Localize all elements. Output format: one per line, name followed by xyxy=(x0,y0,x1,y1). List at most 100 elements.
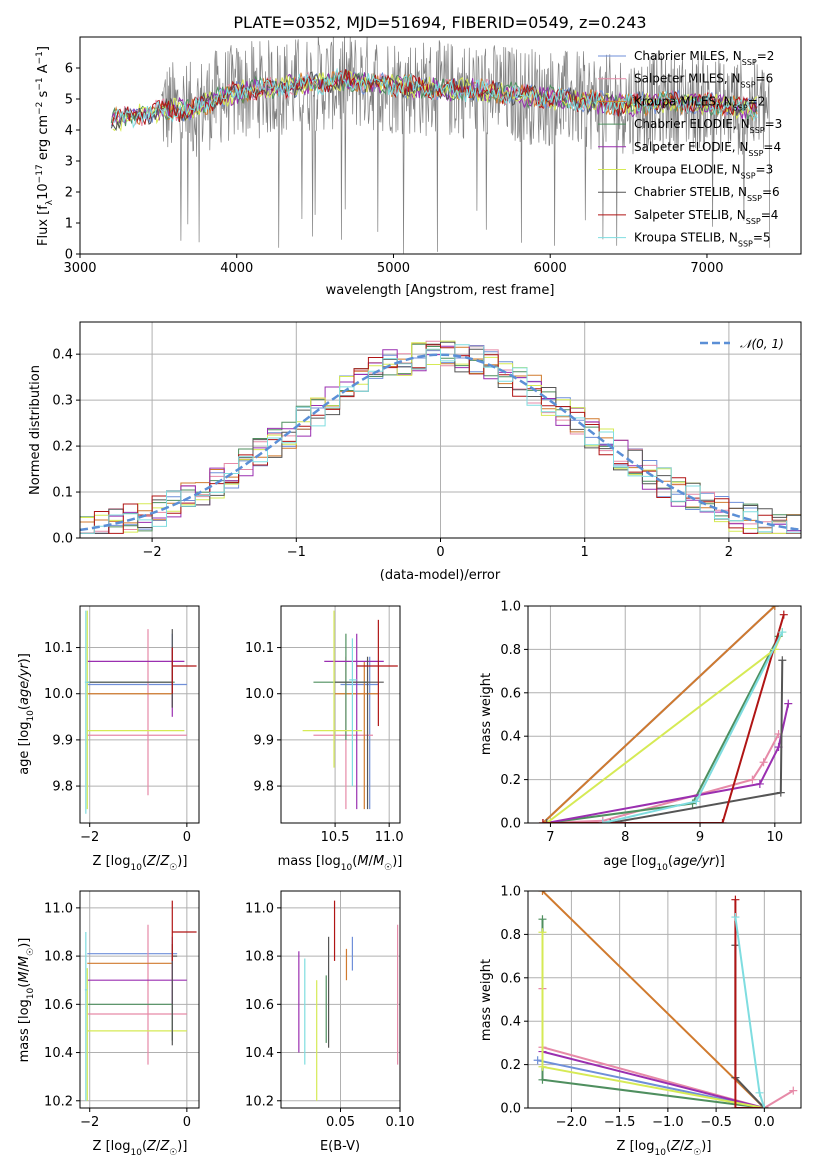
x-tick-label: 5000 xyxy=(377,261,410,276)
x-tick-label: 0.0 xyxy=(754,1115,775,1130)
legend-label: Salpeter MILES, NSSP=6 xyxy=(634,72,773,90)
y-tick-label: 10.4 xyxy=(44,1046,73,1061)
spectrum-title: PLATE=0352, MJD=51694, FIBERID=0549, z=0… xyxy=(233,13,646,32)
y-tick-label: 0.0 xyxy=(500,817,521,832)
weight-marker xyxy=(789,1086,798,1095)
y-tick-label: 10.6 xyxy=(245,998,274,1013)
weight-line-chabrier-elodie xyxy=(546,635,780,823)
legend-label: 𝒩(0, 1) xyxy=(740,337,784,351)
x-tick-label: −2 xyxy=(80,1115,99,1130)
y-tick-label: 0.8 xyxy=(500,928,521,943)
plot-area-mass_vs_Z xyxy=(80,891,199,1108)
x-tick-label: 4000 xyxy=(220,261,253,276)
xlabel-weight_vs_age: age [log10(age/yr)] xyxy=(603,854,725,873)
weight-marker xyxy=(748,775,757,784)
axes-frame xyxy=(79,890,200,1109)
weight-marker xyxy=(598,819,607,823)
y-tick-label: 0 xyxy=(65,248,73,263)
x-tick-label: 1 xyxy=(581,545,589,560)
normal-curve xyxy=(80,353,801,532)
model-spectrum-kroupa-stelib xyxy=(112,67,758,129)
y-tick-label: 10.8 xyxy=(245,950,274,965)
y-tick-label: 10.0 xyxy=(44,687,73,702)
x-tick-label: −0.5 xyxy=(700,1115,732,1130)
plot-area-age_vs_Z xyxy=(80,606,199,823)
weight-line-kroupa-miles xyxy=(542,606,776,823)
x-tick-label: 0 xyxy=(436,545,444,560)
legend-label: Salpeter STELIB, NSSP=4 xyxy=(634,208,778,226)
x-tick-label: 0.10 xyxy=(386,1115,415,1130)
x-tick-label: −2.0 xyxy=(556,1115,588,1130)
x-tick-label: 3000 xyxy=(63,261,96,276)
xlabel-weight_vs_Z: Z [log10(Z/Z☉)] xyxy=(617,1139,712,1158)
weight-marker xyxy=(770,606,779,610)
y-tick-label: 10.1 xyxy=(245,641,274,656)
residual-ylabel: Normed distribution xyxy=(28,365,43,495)
xlabel-mass_vs_EBV: E(B-V) xyxy=(320,1139,360,1154)
y-tick-label: 1.0 xyxy=(500,885,521,900)
weight-line-kroupa-elodie xyxy=(546,631,784,823)
x-tick-label: 8 xyxy=(621,830,629,845)
y-tick-label: 9.9 xyxy=(253,733,274,748)
weight-line-salpeter-elodie xyxy=(542,1050,765,1108)
x-tick-label: 6000 xyxy=(534,261,567,276)
legend-label: Kroupa MILES, NSSP=2 xyxy=(634,94,765,112)
legend-label: Chabrier STELIB, NSSP=6 xyxy=(634,185,780,203)
x-tick-label: −2 xyxy=(80,830,99,845)
weight-marker xyxy=(692,797,701,806)
panel-weight_vs_age: 7 8 9 10 0.0 0.2 0.4 0.6 0.8 1.0 age [log10(age/yr… xyxy=(479,600,802,873)
x-tick-label: 0.05 xyxy=(326,1115,355,1130)
plot-area-residuals xyxy=(80,322,801,538)
y-tick-label: 2 xyxy=(65,186,73,201)
spectrum-xlabel: wavelength [Angstrom, rest frame] xyxy=(326,283,555,298)
x-tick-label: 0 xyxy=(183,830,191,845)
hist-kroupa-stelib xyxy=(80,344,801,534)
y-tick-label: 10.0 xyxy=(245,687,274,702)
plot-area-mass_vs_EBV xyxy=(281,891,400,1108)
weight-marker xyxy=(538,819,547,823)
y-tick-label: 0.2 xyxy=(52,440,73,455)
weight-line-chabrier-stelib xyxy=(546,660,784,823)
weight-line-salpeter-stelib xyxy=(734,899,765,1108)
weight-marker xyxy=(755,1088,764,1097)
axes-frame xyxy=(79,605,200,824)
residual-xlabel: (data-model)/error xyxy=(380,568,501,583)
weight-marker xyxy=(759,758,768,767)
weight-marker xyxy=(538,1062,547,1071)
x-tick-label: −2 xyxy=(143,545,162,560)
weight-marker xyxy=(755,779,764,788)
panel-mass_vs_Z: −2 0 10.2 10.4 10.6 10.8 11.0 Z [log10(Z/Z☉)] ma… xyxy=(17,890,200,1158)
y-tick-label: 6 xyxy=(65,62,73,77)
weight-marker xyxy=(779,610,788,619)
panel-age_vs_Z: −2 0 9.8 9.9 10.0 10.1 Z [log10(Z/Z☉)] age [log… xyxy=(17,605,200,873)
weight-marker xyxy=(538,1075,547,1084)
weight-marker xyxy=(538,891,547,895)
ylabel-weight_vs_Z: mass weight xyxy=(479,959,494,1041)
plot-area-age_vs_mass xyxy=(281,606,400,823)
weight-marker xyxy=(731,1104,740,1108)
x-tick-label: 11.0 xyxy=(375,830,404,845)
y-tick-label: 11.0 xyxy=(245,901,274,916)
x-tick-label: 0 xyxy=(183,1115,191,1130)
y-tick-label: 10.2 xyxy=(245,1094,274,1109)
plot-area-weight_vs_age xyxy=(528,606,801,823)
weight-marker xyxy=(718,819,727,823)
x-tick-label: −1.0 xyxy=(652,1115,684,1130)
xlabel-age_vs_Z: Z [log10(Z/Z☉)] xyxy=(93,854,188,873)
y-tick-label: 0.1 xyxy=(52,486,73,501)
y-tick-label: 10.6 xyxy=(44,998,73,1013)
axes-frame xyxy=(280,890,401,1109)
legend-label: Chabrier MILES, NSSP=2 xyxy=(634,49,774,67)
xlabel-age_vs_mass: mass [log10(M/M☉)] xyxy=(278,854,403,873)
panel-residuals: −2 −1 0 1 2 0.0 0.1 0.2 0.3 0.4 (data-model)/error… xyxy=(28,321,802,583)
y-tick-label: 0.2 xyxy=(500,1058,521,1073)
plot-area-weight_vs_Z xyxy=(528,891,801,1108)
xlabel-mass_vs_Z: Z [log10(Z/Z☉)] xyxy=(93,1139,188,1158)
axes-frame xyxy=(280,605,401,824)
weight-marker xyxy=(533,1056,542,1065)
spectrum-ylabel: Flux [fλ10−17 erg cm−2 s−1 A−1] xyxy=(35,46,55,246)
panel-age_vs_mass: 10.5 11.0 9.8 9.9 10.0 10.1 mass [log10(M/M☉)] xyxy=(245,605,404,873)
x-tick-label: 9 xyxy=(696,830,704,845)
y-tick-label: 0.4 xyxy=(500,730,521,745)
weight-line-salpeter-stelib xyxy=(543,614,785,823)
